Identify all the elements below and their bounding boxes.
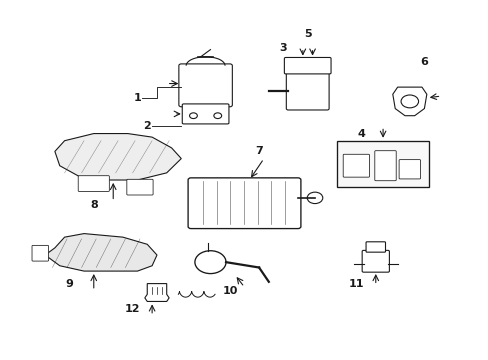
Text: 9: 9 — [65, 279, 73, 289]
Text: 11: 11 — [348, 279, 364, 289]
Circle shape — [213, 113, 221, 118]
Polygon shape — [144, 284, 169, 301]
FancyBboxPatch shape — [374, 151, 395, 181]
Text: 6: 6 — [420, 57, 427, 67]
Text: 7: 7 — [255, 147, 263, 157]
Polygon shape — [45, 234, 157, 271]
Text: 12: 12 — [124, 303, 140, 314]
Polygon shape — [55, 134, 181, 180]
Text: 10: 10 — [222, 286, 237, 296]
Text: 1: 1 — [133, 93, 141, 103]
FancyBboxPatch shape — [366, 242, 385, 252]
Circle shape — [306, 192, 322, 203]
Text: 3: 3 — [279, 43, 286, 53]
Circle shape — [195, 251, 225, 274]
FancyBboxPatch shape — [126, 179, 153, 195]
FancyBboxPatch shape — [398, 159, 420, 179]
FancyBboxPatch shape — [182, 104, 228, 124]
FancyBboxPatch shape — [188, 178, 300, 229]
FancyBboxPatch shape — [286, 71, 328, 110]
Text: 4: 4 — [357, 129, 365, 139]
FancyBboxPatch shape — [284, 58, 330, 74]
FancyBboxPatch shape — [32, 246, 48, 261]
FancyBboxPatch shape — [78, 176, 109, 192]
Text: 8: 8 — [90, 200, 98, 210]
Circle shape — [400, 95, 418, 108]
Text: 5: 5 — [303, 28, 311, 39]
FancyBboxPatch shape — [343, 154, 369, 177]
Bar — [336, 141, 428, 187]
FancyBboxPatch shape — [362, 250, 388, 272]
Text: 2: 2 — [143, 121, 151, 131]
Circle shape — [189, 113, 197, 118]
Polygon shape — [392, 87, 426, 116]
FancyBboxPatch shape — [179, 64, 232, 107]
